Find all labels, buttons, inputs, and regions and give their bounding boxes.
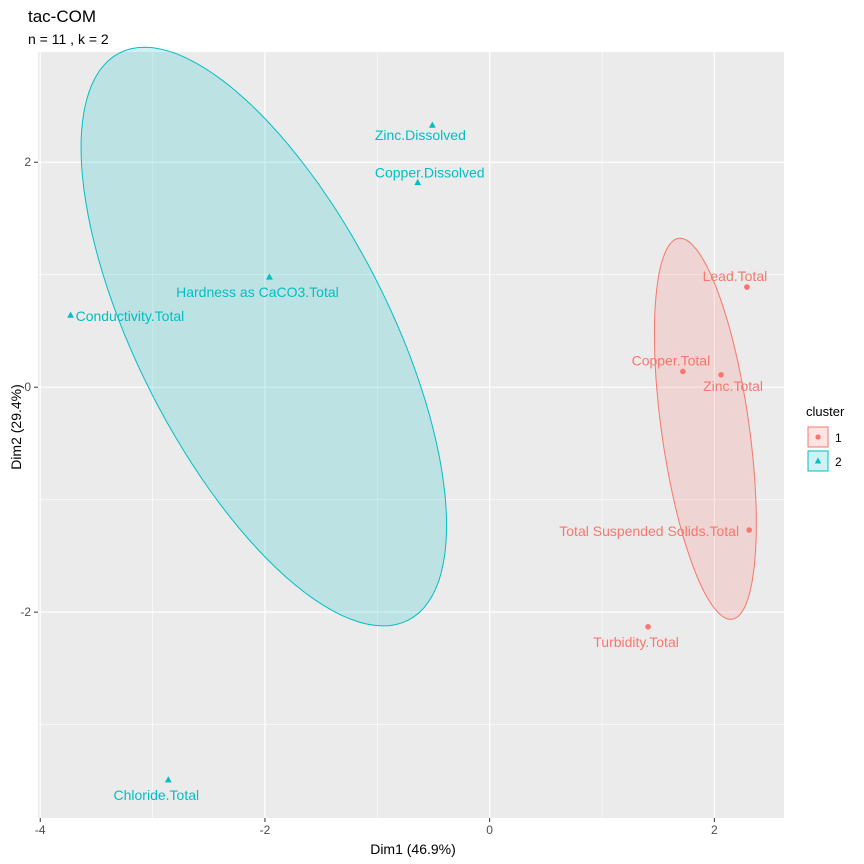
point-label: Zinc.Total — [703, 378, 763, 394]
point-label: Total Suspended Solids.Total — [559, 523, 739, 539]
data-points — [67, 121, 752, 783]
point-label: Conductivity.Total — [76, 308, 185, 324]
x-tick-label: -2 — [260, 823, 271, 837]
chart-title: tac-COM — [28, 7, 96, 26]
point-label: Chloride.Total — [114, 787, 200, 803]
legend-marker — [815, 434, 821, 440]
y-tick-label: 2 — [24, 155, 31, 169]
panel-background — [38, 52, 784, 818]
chart-subtitle: n = 11 , k = 2 — [28, 31, 109, 47]
legend-label: 1 — [835, 431, 842, 445]
y-axis-title: Dim2 (29.4%) — [8, 384, 24, 470]
point-label: Hardness as CaCO3.Total — [176, 284, 339, 300]
point-marker — [744, 284, 750, 290]
x-axis-title: Dim1 (46.9%) — [370, 841, 456, 857]
plot-panel — [38, 52, 784, 818]
point-marker — [67, 311, 74, 318]
x-tick-label: 0 — [486, 823, 493, 837]
point-marker — [645, 623, 651, 630]
legend-label: 2 — [835, 455, 842, 469]
y-tick-label: -2 — [20, 605, 31, 619]
cluster-2-ellipse — [80, 46, 448, 627]
point-marker — [164, 776, 172, 783]
point-label: Copper.Total — [632, 352, 711, 368]
legend-title: cluster — [806, 404, 845, 419]
x-tick-label: -4 — [35, 823, 46, 837]
cluster-ellipses — [80, 46, 757, 627]
point-labels: Lead.Total Copper.Total Zinc.Total Total Su… — [76, 127, 768, 803]
legend: cluster 1 2 — [806, 404, 845, 472]
point-marker — [414, 178, 422, 186]
point-marker — [718, 372, 724, 378]
point-label: Copper.Dissolved — [375, 164, 485, 180]
cluster-1-ellipse — [653, 237, 757, 620]
point-label: Zinc.Dissolved — [375, 127, 466, 143]
point-marker — [266, 273, 273, 280]
axis-ticks: -4 -2 0 2 -2 0 2 — [20, 155, 718, 837]
point-marker — [746, 527, 752, 533]
x-tick-label: 2 — [711, 823, 718, 837]
legend-marker — [814, 457, 822, 464]
point-label: Turbidity.Total — [593, 634, 679, 650]
point-marker — [428, 121, 436, 128]
point-marker — [680, 368, 686, 375]
point-label: Lead.Total — [703, 268, 768, 284]
y-tick-label: 0 — [24, 380, 31, 394]
